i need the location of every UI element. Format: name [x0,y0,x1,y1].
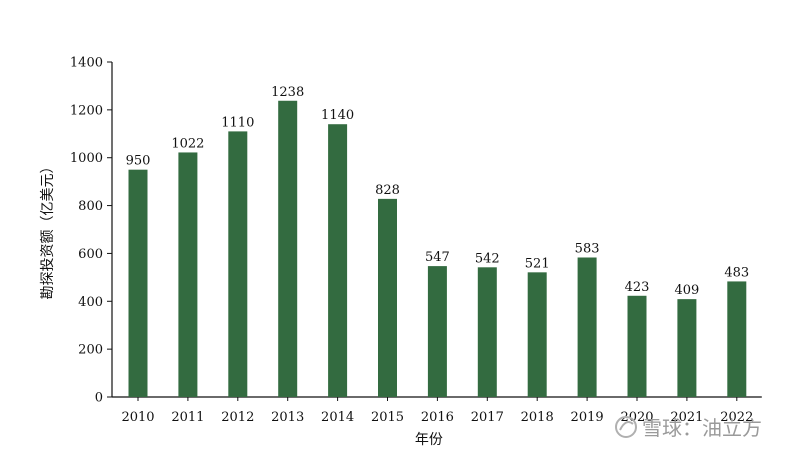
y-tick-label: 1000 [70,151,103,166]
y-tick-label: 1200 [70,103,103,118]
y-tick-label: 600 [78,247,103,262]
y-axis-ticks: 0 200 400 600 800 1000 1200 1400 [70,56,112,406]
bar-2011 [178,152,198,397]
x-tick-label-2016: 2016 [421,410,454,425]
x-tick-label-2014: 2014 [321,410,354,425]
y-tick-label: 1400 [70,56,103,71]
x-tick-label-2021: 2021 [670,410,703,425]
x-axis-label: 年份 [415,432,443,448]
watermark-text: 雪球：油立方 [642,416,762,440]
bars: 950 1022 1110 1238 1140 828 547 542 521 583 423 409… [126,85,749,397]
bar-2015 [378,198,397,397]
bar-2022 [727,281,747,397]
data-label-2012: 1110 [221,115,254,130]
data-label-2011: 1022 [171,136,204,151]
data-label-2018: 521 [525,256,550,271]
x-tick-label-2015: 2015 [371,410,404,425]
bar-2020 [627,295,647,397]
x-tick-label-2011: 2011 [171,410,204,425]
bar-2017 [477,267,497,397]
bar-2018 [527,272,547,397]
bar-2013 [278,100,298,397]
watermark: 雪球：油立方 [615,416,762,440]
bar-2014 [328,124,348,397]
bar-2016 [427,266,447,397]
x-tick-label-2013: 2013 [271,410,304,425]
y-tick-label: 0 [95,391,103,406]
data-label-2015: 828 [375,183,400,198]
data-label-2010: 950 [126,154,151,169]
y-tick-label: 800 [78,199,103,214]
data-label-2017: 542 [475,251,500,266]
data-label-2014: 1140 [321,108,354,123]
data-label-2019: 583 [575,241,600,256]
snowball-logo-icon [615,416,637,438]
data-label-2022: 483 [724,265,749,280]
x-tick-label-2010: 2010 [121,410,154,425]
y-axis-label: 勘探投资额（亿美元） [40,160,56,300]
bar-2012 [228,131,248,397]
x-tick-label-2012: 2012 [221,410,254,425]
x-tick-label-2022: 2022 [720,410,753,425]
bar-2010 [128,169,148,397]
data-label-2021: 409 [674,283,699,298]
bar-2019 [577,257,597,397]
y-tick-label: 200 [78,343,103,358]
data-label-2016: 547 [425,250,450,265]
x-tick-label-2018: 2018 [521,410,554,425]
x-tick-label-2017: 2017 [471,410,504,425]
bar-2021 [677,299,697,397]
y-tick-label: 400 [78,295,103,310]
data-label-2013: 1238 [271,85,304,100]
x-tick-label-2019: 2019 [571,410,604,425]
data-label-2020: 423 [625,280,650,295]
